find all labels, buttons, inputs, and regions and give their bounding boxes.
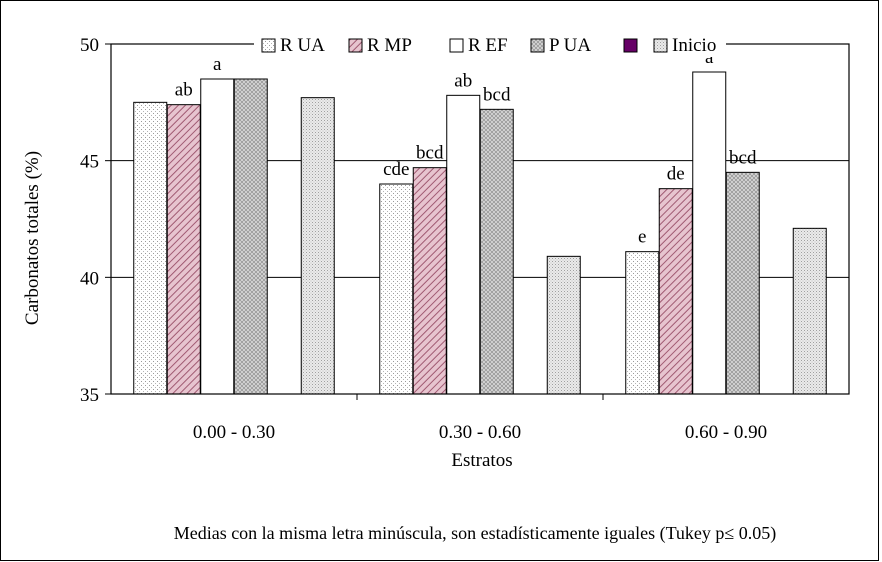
y-tick-label: 45 — [80, 152, 99, 173]
bar-inicio — [792, 227, 827, 395]
bar-p-ua — [725, 171, 760, 395]
legend-swatch — [261, 38, 276, 53]
legend-label: R MP — [367, 35, 412, 56]
bar-r-mp — [658, 188, 693, 395]
bar-r-ua — [625, 251, 660, 395]
bar-r-ef — [446, 94, 481, 395]
y-tick-label: 50 — [80, 35, 99, 56]
legend-swatch — [530, 38, 545, 53]
y-axis-title: Carbonatos totales (%) — [22, 151, 43, 325]
significance-note: Medias con la misma letra minúscula, son… — [174, 523, 777, 544]
legend-background — [254, 34, 726, 57]
x-tick-label: 0.30 - 0.60 — [439, 422, 521, 443]
significance-letter: a — [213, 54, 222, 75]
significance-letter: a — [705, 47, 714, 68]
legend-swatch — [653, 38, 668, 53]
legend-swatch — [623, 38, 638, 53]
x-tick-label: 0.60 - 0.90 — [685, 422, 767, 443]
y-tick-label: 40 — [80, 268, 99, 289]
legend: R UA R MP R EF P UA Inicio — [254, 34, 726, 57]
bar-p-ua — [233, 78, 268, 395]
legend-label: P UA — [549, 35, 591, 56]
significance-letter: e — [638, 227, 646, 248]
significance-letter: bcd — [416, 143, 444, 164]
x-axis: 0.00 - 0.30 0.30 - 0.60 0.60 - 0.90 — [193, 394, 767, 443]
bar-inicio — [300, 97, 335, 395]
significance-letter: cde — [383, 159, 409, 180]
y-tick-label: 35 — [80, 385, 99, 406]
x-axis-title: Estratos — [451, 450, 512, 471]
significance-letter: bcd — [483, 84, 511, 105]
legend-swatch — [348, 38, 363, 53]
bar-r-mp — [166, 104, 201, 395]
bar-r-ua — [133, 101, 168, 395]
legend-label: R UA — [280, 35, 325, 56]
bar-inicio — [546, 255, 581, 395]
bar-r-mp — [412, 167, 447, 395]
bar-r-ef — [692, 71, 727, 395]
bars — [133, 71, 827, 395]
bar-r-ua — [379, 183, 414, 395]
significance-letter: ab — [175, 80, 193, 101]
significance-letter: ab — [454, 70, 472, 91]
legend-label: Inicio — [672, 35, 716, 56]
x-tick-label: 0.00 - 0.30 — [193, 422, 275, 443]
legend-label: R EF — [468, 35, 508, 56]
legend-swatch — [449, 38, 464, 53]
y-axis: 35 40 45 50 — [80, 35, 111, 406]
significance-letter: de — [667, 164, 685, 185]
significance-letter: bcd — [729, 147, 757, 168]
bar-r-ef — [200, 78, 235, 395]
bar-p-ua — [479, 108, 514, 395]
